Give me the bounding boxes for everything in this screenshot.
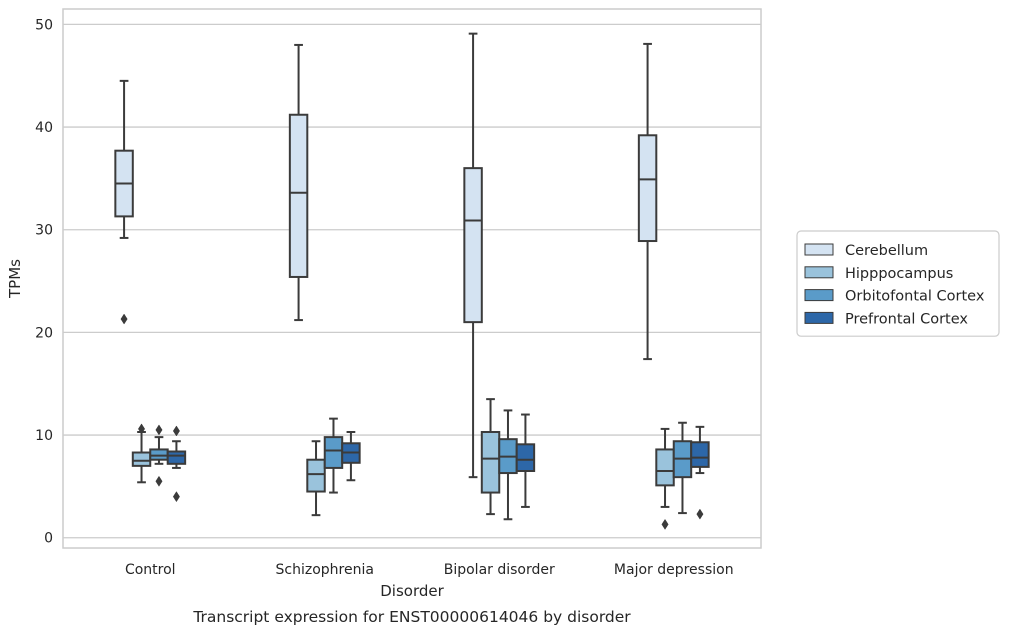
- y-tick-label: 40: [35, 120, 53, 136]
- outlier-point: [661, 518, 669, 530]
- box-orbitofontal-cortex: [498, 409, 518, 521]
- iqr-box: [637, 134, 658, 243]
- box-orbitofontal-cortex: [149, 424, 169, 487]
- outlier-point: [172, 425, 180, 437]
- legend-frame: [796, 230, 1000, 337]
- box-hipppocampus: [480, 398, 501, 516]
- box-prefrontal-cortex: [690, 425, 710, 520]
- outlier-point: [155, 424, 163, 436]
- iqr-box: [480, 430, 501, 494]
- legend-label: Prefrontal Cortex: [845, 311, 968, 327]
- x-tick-label: Major depression: [614, 562, 734, 578]
- outlier-point: [120, 313, 128, 325]
- box-cerebellum: [637, 42, 658, 361]
- plot-layer: [114, 32, 710, 530]
- legend-label: Orbitofontal Cortex: [845, 289, 985, 305]
- y-tick-label: 30: [35, 223, 53, 239]
- iqr-box: [515, 443, 536, 473]
- outlier-point: [696, 508, 704, 520]
- y-tick-label: 0: [44, 531, 53, 547]
- box-prefrontal-cortex: [341, 430, 361, 482]
- box-prefrontal-cortex: [515, 413, 536, 508]
- grid-layer: [63, 23, 761, 539]
- iqr-box: [323, 436, 344, 469]
- legend-swatch: [804, 289, 834, 302]
- box-hipppocampus: [655, 427, 675, 530]
- box-prefrontal-cortex: [166, 425, 187, 503]
- legend-swatch: [804, 311, 834, 324]
- box-hipppocampus: [306, 440, 326, 517]
- iqr-box: [690, 441, 710, 468]
- chart-caption: Transcript expression for ENST0000061404…: [192, 608, 631, 626]
- legend-swatch: [804, 266, 834, 279]
- iqr-box: [463, 167, 483, 324]
- outlier-point: [155, 475, 163, 487]
- iqr-box: [306, 458, 326, 493]
- y-axis-label: TPMs: [6, 259, 24, 299]
- plot-frame: [62, 8, 762, 549]
- iqr-box: [166, 450, 187, 465]
- y-tick-label: 50: [35, 17, 53, 33]
- iqr-box: [131, 451, 152, 467]
- box-cerebellum: [463, 32, 483, 479]
- legend-label: Hipppocampus: [845, 266, 953, 282]
- box-hipppocampus: [131, 423, 152, 484]
- outlier-point: [172, 491, 180, 503]
- legend-swatch: [804, 243, 834, 256]
- axis-layer: 0 10 20 30 40 50 Control Schizophrenia Bipolar d…: [35, 17, 733, 578]
- box-cerebellum: [288, 43, 309, 322]
- y-tick-label: 10: [35, 428, 53, 444]
- legend-label: Cerebellum: [845, 243, 928, 259]
- iqr-box: [149, 448, 169, 461]
- iqr-box: [288, 113, 309, 278]
- legend: Cerebellum Hipppocampus Orbitofontal Corte…: [796, 230, 1000, 337]
- outlier-point: [138, 423, 146, 435]
- box-orbitofontal-cortex: [672, 421, 693, 515]
- iqr-box: [655, 448, 675, 487]
- y-tick-label: 20: [35, 325, 53, 341]
- x-tick-label: Control: [125, 562, 176, 578]
- x-tick-label: Schizophrenia: [276, 562, 374, 578]
- box-orbitofontal-cortex: [323, 417, 344, 494]
- box-cerebellum: [114, 79, 134, 325]
- x-axis-label: Disorder: [380, 582, 444, 600]
- x-tick-label: Bipolar disorder: [444, 562, 555, 578]
